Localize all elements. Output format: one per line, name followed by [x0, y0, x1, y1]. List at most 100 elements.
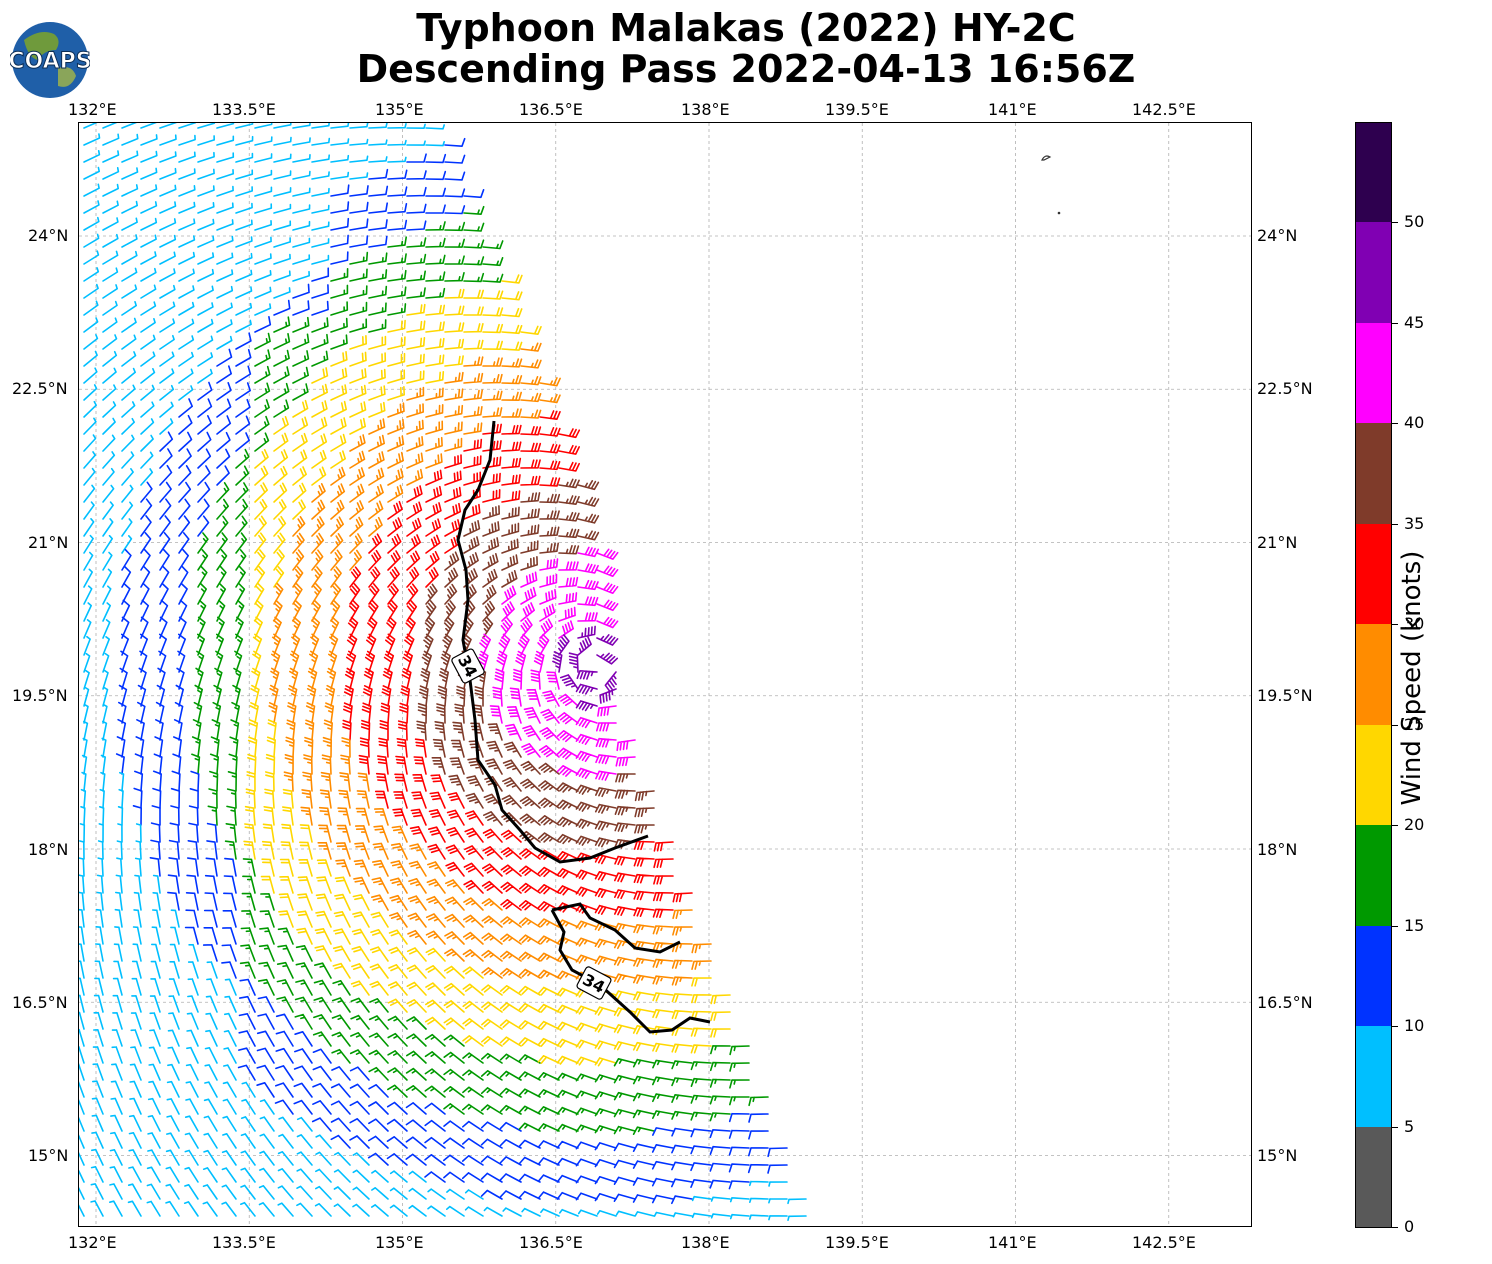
wind-barb: [463, 862, 484, 877]
wind-barb: [187, 961, 199, 979]
wind-barb: [575, 1039, 598, 1049]
wind-barb: [273, 333, 291, 350]
wind-barb: [353, 876, 370, 894]
wind-barb: [330, 516, 344, 537]
wind-barb: [386, 1136, 408, 1149]
wind-barb: [481, 1052, 503, 1064]
wind-barb: [140, 123, 157, 129]
wind-barb: [197, 368, 213, 384]
wind-barb: [518, 1088, 541, 1098]
wind-barb: [748, 1130, 769, 1140]
wind-barb: [428, 809, 446, 826]
wind-barb: [506, 706, 522, 724]
wind-barb: [257, 996, 275, 1013]
wind-barb: [254, 565, 266, 588]
wind-barb: [671, 1178, 693, 1188]
wind-barb: [406, 947, 427, 962]
wind-barb: [276, 961, 294, 979]
wind-barb: [140, 532, 152, 554]
wind-barb: [447, 792, 465, 809]
wind-barb: [613, 1074, 636, 1084]
wind-barb: [240, 1167, 256, 1183]
wind-barb: [406, 237, 427, 248]
wind-barb: [311, 532, 325, 554]
wind-barb: [520, 571, 538, 588]
wind-barb: [519, 865, 541, 877]
wind-barb: [368, 319, 387, 333]
wind-barb: [159, 167, 177, 180]
wind-barb: [444, 567, 459, 588]
wind-barb: [149, 1012, 161, 1030]
wind-barb: [216, 185, 234, 197]
wind-barb: [216, 252, 234, 265]
wind-barb: [79, 908, 85, 928]
wind-barb: [235, 515, 248, 537]
wind-barb: [399, 702, 409, 724]
wind-barb: [216, 549, 228, 571]
wind-barb: [121, 184, 139, 197]
wind-barb: [406, 186, 427, 197]
wind-barb: [462, 949, 484, 962]
wind-barb: [633, 840, 655, 851]
wind-barb: [477, 650, 489, 673]
wind-barb: [121, 434, 135, 452]
wind-barb: [83, 123, 98, 129]
wind-barb: [380, 702, 391, 724]
wind-barb: [652, 992, 674, 1002]
wind-barb: [235, 565, 246, 588]
wind-barb: [462, 983, 484, 996]
wind-barb: [121, 501, 134, 520]
wind-barb: [197, 515, 210, 537]
wind-barb: [224, 978, 237, 996]
wind-barb: [406, 1050, 427, 1064]
wind-barb: [613, 1091, 636, 1101]
wind-barb: [102, 200, 119, 214]
wind-barb: [79, 1028, 85, 1047]
wind-barb: [133, 787, 143, 809]
wind-barb: [185, 1081, 199, 1098]
wind-barb: [539, 542, 559, 554]
wind-barb: [273, 599, 283, 622]
wind-barb: [273, 299, 291, 316]
wind-barb: [121, 150, 139, 163]
wind-barb: [202, 944, 218, 962]
wind-barb: [292, 466, 307, 486]
wind-barb: [672, 926, 693, 936]
lat-tick-left-24: 24°N: [28, 226, 69, 245]
wind-barb: [209, 770, 219, 792]
wind-barb: [349, 516, 364, 537]
lon-tick-bottom-1365: 136.5°E: [519, 1233, 583, 1252]
wind-barb: [297, 876, 313, 894]
wind-barb: [121, 234, 138, 248]
wind-barb: [83, 551, 94, 571]
wind-barb: [371, 1204, 389, 1217]
wind-barb: [190, 770, 200, 792]
wind-barb: [178, 351, 194, 367]
wind-barb: [152, 892, 161, 911]
wind-barb: [575, 1158, 598, 1167]
wind-barb: [187, 840, 199, 860]
wind-barb: [330, 433, 347, 452]
wind-barb: [191, 736, 201, 758]
wind-barb: [159, 515, 171, 537]
wind-barb: [709, 1145, 731, 1155]
wind-barb: [254, 220, 272, 231]
wind-barb: [98, 823, 104, 843]
wind-barb: [165, 1183, 180, 1200]
colorbar-tick-label: 15: [1404, 915, 1425, 935]
wind-barb: [140, 167, 158, 180]
wind-barb: [340, 754, 351, 775]
wind-barb: [246, 771, 256, 792]
wind-barb: [426, 895, 446, 911]
wind-barb: [749, 1180, 769, 1187]
wind-barb: [254, 432, 270, 452]
wind-barb: [273, 432, 289, 452]
wind-barb: [244, 805, 256, 826]
wind-barb: [500, 967, 522, 979]
wind-barb: [375, 772, 389, 792]
wind-barb: [425, 371, 445, 384]
wind-barb: [482, 257, 504, 267]
wind-barb: [633, 890, 655, 901]
wind-barb: [295, 962, 313, 979]
wind-barb: [709, 1095, 731, 1105]
